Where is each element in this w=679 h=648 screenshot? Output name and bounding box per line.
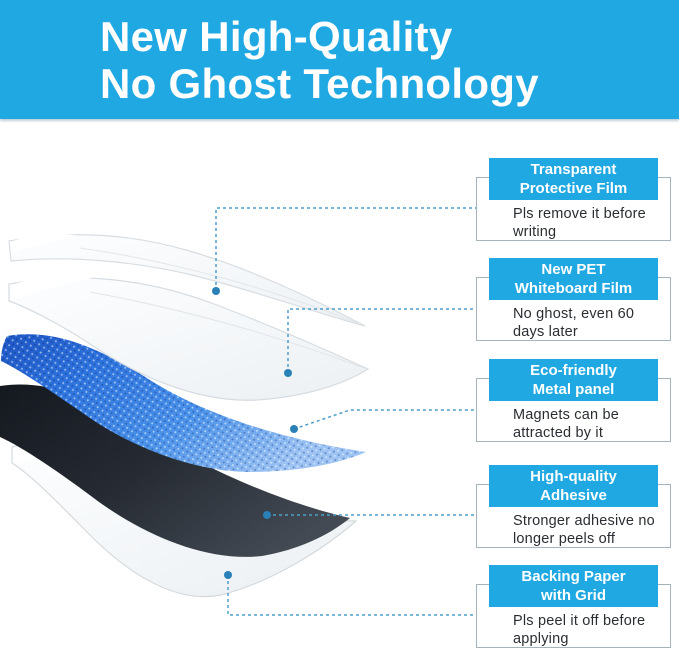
- callout-body-text: Pls peel it off before applying: [513, 613, 646, 647]
- callout-backing-paper-with-grid: Pls peel it off before applying Backing …: [476, 565, 671, 648]
- callout-title: Transparent Protective Film: [489, 158, 658, 200]
- callout-title-line1: High-quality: [530, 468, 617, 485]
- pet-film-curl-highlight: [10, 274, 92, 300]
- pet-film-crease: [89, 291, 365, 369]
- layer-transparent-protective-film: [8, 234, 366, 327]
- callout-title-line2: Whiteboard Film: [514, 280, 633, 297]
- callout-title-line2: with Grid: [541, 587, 606, 604]
- callout-body-text: Stronger adhesive no longer peels off: [513, 513, 655, 547]
- callout-box: No ghost, even 60 days later: [476, 277, 671, 341]
- connector-backing-paper: [227, 575, 476, 616]
- callout-title: New PET Whiteboard Film: [489, 258, 658, 300]
- callout-title-line2: Protective Film: [519, 180, 628, 197]
- callout-body-text: No ghost, even 60 days later: [513, 306, 635, 340]
- connector-metal-panel: [293, 409, 476, 430]
- callout-eco-friendly-metal-panel: Magnets can be attracted by it Eco-frien…: [476, 359, 671, 442]
- connector-dot-backing-paper: [224, 571, 232, 579]
- header-title-line2: No Ghost Technology: [100, 60, 539, 107]
- callout-title-line2: Metal panel: [532, 381, 615, 398]
- connector-dot-adhesive: [263, 511, 271, 519]
- header-title-line1: New High-Quality: [100, 13, 453, 60]
- layer-pet-whiteboard-film: [8, 274, 370, 401]
- callout-body-text: Magnets can be attracted by it: [513, 407, 619, 441]
- layer-metal-panel-mesh: [1, 334, 366, 472]
- callout-title-line1: New PET: [541, 261, 606, 278]
- callout-high-quality-adhesive: Stronger adhesive no longer peels off Hi…: [476, 465, 671, 548]
- callout-title-line1: Transparent: [530, 161, 617, 178]
- callout-title: High-quality Adhesive: [489, 465, 658, 507]
- callout-title: Eco-friendly Metal panel: [489, 359, 658, 401]
- header-banner: New High-Quality No Ghost Technology: [0, 0, 679, 119]
- callout-title-line1: Backing Paper: [521, 568, 626, 585]
- protective-film-crease: [79, 247, 361, 325]
- callout-title: Backing Paper with Grid: [489, 565, 658, 607]
- layer-adhesive: [0, 384, 350, 557]
- connector-dot-metal-panel: [290, 425, 298, 433]
- callout-transparent-protective-film: Pls remove it before writing Transparent…: [476, 158, 671, 241]
- connector-dot-transparent-film: [212, 287, 220, 295]
- callout-body-text: Pls remove it before writing: [513, 206, 646, 240]
- callout-title-line1: Eco-friendly: [530, 362, 617, 379]
- connector-dot-pet-film: [284, 369, 292, 377]
- callout-new-pet-whiteboard-film: No ghost, even 60 days later New PET Whi…: [476, 258, 671, 341]
- callout-title-line2: Adhesive: [540, 487, 607, 504]
- protective-film-curl-highlight: [10, 234, 80, 253]
